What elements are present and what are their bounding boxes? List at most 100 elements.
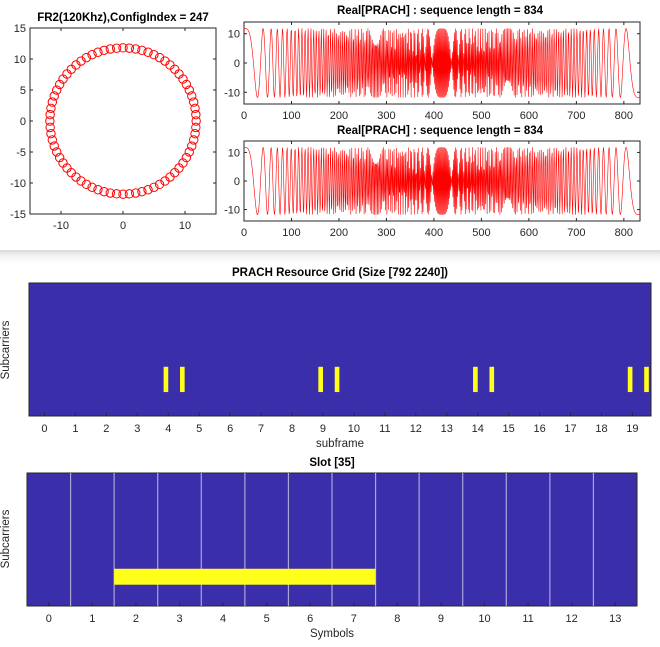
scatter-point: [184, 147, 194, 157]
line2-xtick-label: 200: [330, 227, 348, 239]
scatter-point: [118, 43, 128, 53]
scatter-point: [105, 44, 115, 54]
grid-xtick-label: 15: [503, 423, 515, 435]
scatter-point: [191, 116, 201, 126]
grid-xtick-label: 12: [410, 423, 422, 435]
grid-prach-block: [180, 366, 185, 393]
scatter-point: [99, 45, 109, 56]
slot-xtick-label: 6: [307, 613, 313, 625]
scatter-point: [184, 85, 194, 95]
grid-xtick-label: 10: [348, 423, 360, 435]
slot-xtick-label: 11: [522, 613, 533, 625]
scatter-point: [81, 179, 92, 190]
scatter-point: [54, 79, 65, 90]
scatter-point: [93, 185, 103, 195]
grid-ylabel: Subcarriers: [0, 320, 12, 379]
line2-xtick-label: 600: [520, 227, 538, 239]
scatter-point: [154, 52, 165, 63]
line2-xtick-label: 700: [567, 227, 585, 239]
scatter-point: [188, 97, 199, 107]
grid-xtick-label: 16: [533, 423, 545, 435]
scatter-point: [187, 141, 197, 151]
slot-xtick-label: 2: [133, 613, 139, 625]
scatter-point: [124, 43, 135, 53]
slot-prach-block: [114, 568, 376, 585]
line1-xtick-label: 800: [615, 110, 633, 122]
figure-top: FR2(120Khz),ConfigIndex = 247 -10 0 10 15 10…: [0, 0, 660, 250]
slot-xlabel: Symbols: [310, 628, 354, 640]
scatter-ytick-label: 5: [20, 85, 26, 97]
grid-prach-block: [644, 366, 649, 393]
line2-ytick-label: 0: [234, 176, 240, 188]
grid-xtick-label: 17: [564, 423, 576, 435]
slot-xtick-label: 4: [220, 613, 226, 625]
scatter-point: [191, 109, 201, 120]
line1-xtick-label: 400: [425, 110, 443, 122]
grid-xtick-label: 7: [258, 423, 264, 435]
scatter-point: [54, 152, 65, 163]
grid-prach-block: [627, 366, 633, 393]
line1-xtick-label: 700: [567, 110, 585, 122]
line1-xtick-label: 600: [520, 110, 538, 122]
scatter-point: [93, 47, 103, 57]
scatter-ytick-label: 15: [14, 23, 26, 35]
slot-xtick-label: 12: [566, 613, 578, 625]
figure-top-svg: FR2(120Khz),ConfigIndex = 247 -10 0 101510…: [10, 5, 641, 239]
line1-xtick-label: 300: [377, 110, 395, 122]
line2-ytick-label: 10: [228, 147, 240, 159]
scatter-ytick-label: 10: [14, 54, 26, 66]
scatter-point: [105, 188, 115, 198]
grid-xtick-label: 6: [227, 423, 233, 435]
scatter-point: [87, 50, 97, 60]
scatter-point: [118, 189, 128, 199]
line1-series: [244, 27, 640, 99]
scatter-point: [131, 44, 141, 54]
scatter-point: [87, 182, 97, 192]
scatter-point: [190, 129, 200, 139]
scatter-point: [45, 116, 55, 126]
line2-xtick-label: 400: [425, 227, 443, 239]
grid-xtick-label: 14: [472, 423, 484, 435]
scatter-point: [52, 85, 62, 95]
slot-xtick-label: 3: [176, 613, 182, 625]
line2-xtick-label: 100: [282, 227, 300, 239]
line1-title: Real[PRACH] : sequence length = 834: [337, 5, 544, 17]
scatter-xtick-label: 0: [120, 220, 126, 232]
line1-xtick-label: 0: [241, 110, 247, 122]
line2-xtick-label: 0: [241, 227, 247, 239]
grid-prach-block: [318, 366, 323, 393]
scatter-point: [154, 179, 165, 190]
scatter-point: [58, 74, 68, 84]
scatter-point: [137, 186, 147, 197]
figure-bottom: PRACH Resource Grid (Size [792 2240]) 0 1…: [0, 262, 660, 642]
grid-prach-block: [334, 366, 340, 393]
scatter-point: [143, 47, 153, 57]
scatter-point: [99, 186, 109, 197]
scatter-point: [45, 122, 55, 133]
scatter-point: [143, 185, 153, 195]
scatter-point: [160, 56, 170, 66]
line1-ytick-label: 0: [234, 58, 240, 70]
scatter-point: [124, 189, 135, 199]
line1-xtick-label: 200: [330, 110, 348, 122]
slot-xtick-label: 13: [609, 613, 621, 625]
scatter-point: [149, 182, 159, 192]
scatter-ytick-label: 0: [20, 116, 26, 128]
scatter-point: [190, 103, 200, 113]
scatter-point: [181, 152, 192, 163]
scatter-ytick-label: -15: [10, 209, 26, 221]
scatter-xtick-label: -10: [53, 220, 69, 232]
scatter-point: [45, 109, 55, 120]
grid-xtick-label: 5: [196, 423, 202, 435]
scatter-point: [111, 189, 122, 199]
scatter-ytick-label: -5: [16, 147, 26, 159]
grid-xtick-label: 9: [320, 423, 326, 435]
slot-xtick-label: 1: [89, 613, 95, 625]
slot-xtick-label: 5: [264, 613, 270, 625]
scatter-point: [188, 135, 199, 145]
grid-axes: [28, 282, 652, 417]
line2-ytick-label: -10: [224, 205, 240, 217]
grid-xtick-label: 11: [379, 423, 390, 435]
scatter-point: [49, 141, 59, 151]
grid-xtick-label: 3: [134, 423, 140, 435]
